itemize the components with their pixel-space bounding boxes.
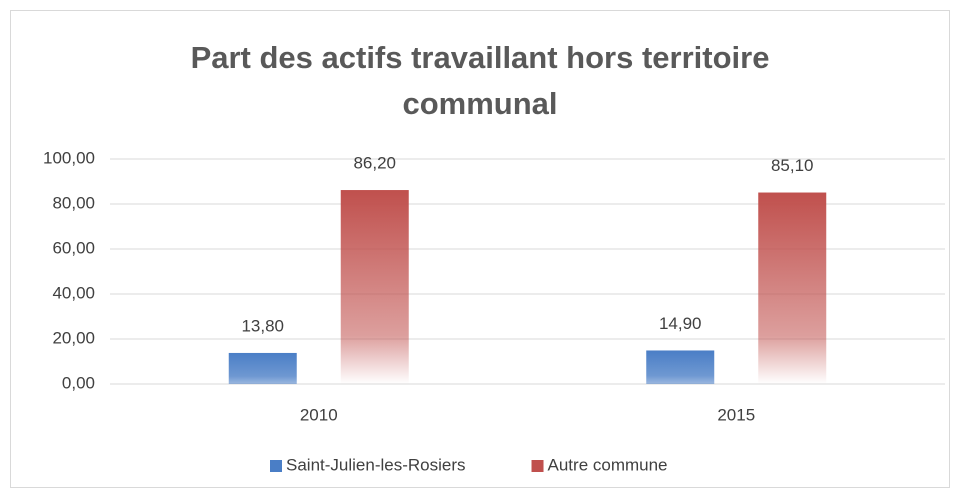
y-tick-label: 20,00 xyxy=(52,328,95,347)
value-label: 14,90 xyxy=(659,314,702,333)
bar xyxy=(646,350,715,384)
y-tick-label: 80,00 xyxy=(52,193,95,212)
bar xyxy=(758,192,827,384)
y-tick-label: 0,00 xyxy=(62,373,95,392)
y-tick-label: 100,00 xyxy=(43,148,95,167)
value-label: 86,20 xyxy=(353,154,396,173)
legend-label: Saint-Julien-les-Rosiers xyxy=(286,455,466,474)
x-tick-label: 2015 xyxy=(717,405,755,424)
legend-swatch xyxy=(531,460,544,472)
y-tick-label: 60,00 xyxy=(52,238,95,257)
value-label: 13,80 xyxy=(241,316,284,335)
bar xyxy=(228,352,297,384)
legend-swatch xyxy=(270,460,282,472)
y-tick-label: 40,00 xyxy=(52,283,95,302)
legend-label: Autre commune xyxy=(548,455,668,474)
x-tick-label: 2010 xyxy=(300,405,338,424)
value-label: 85,10 xyxy=(771,156,814,175)
bar xyxy=(340,190,409,384)
chart-title: Part des actifs travaillant hors territo… xyxy=(191,40,770,121)
